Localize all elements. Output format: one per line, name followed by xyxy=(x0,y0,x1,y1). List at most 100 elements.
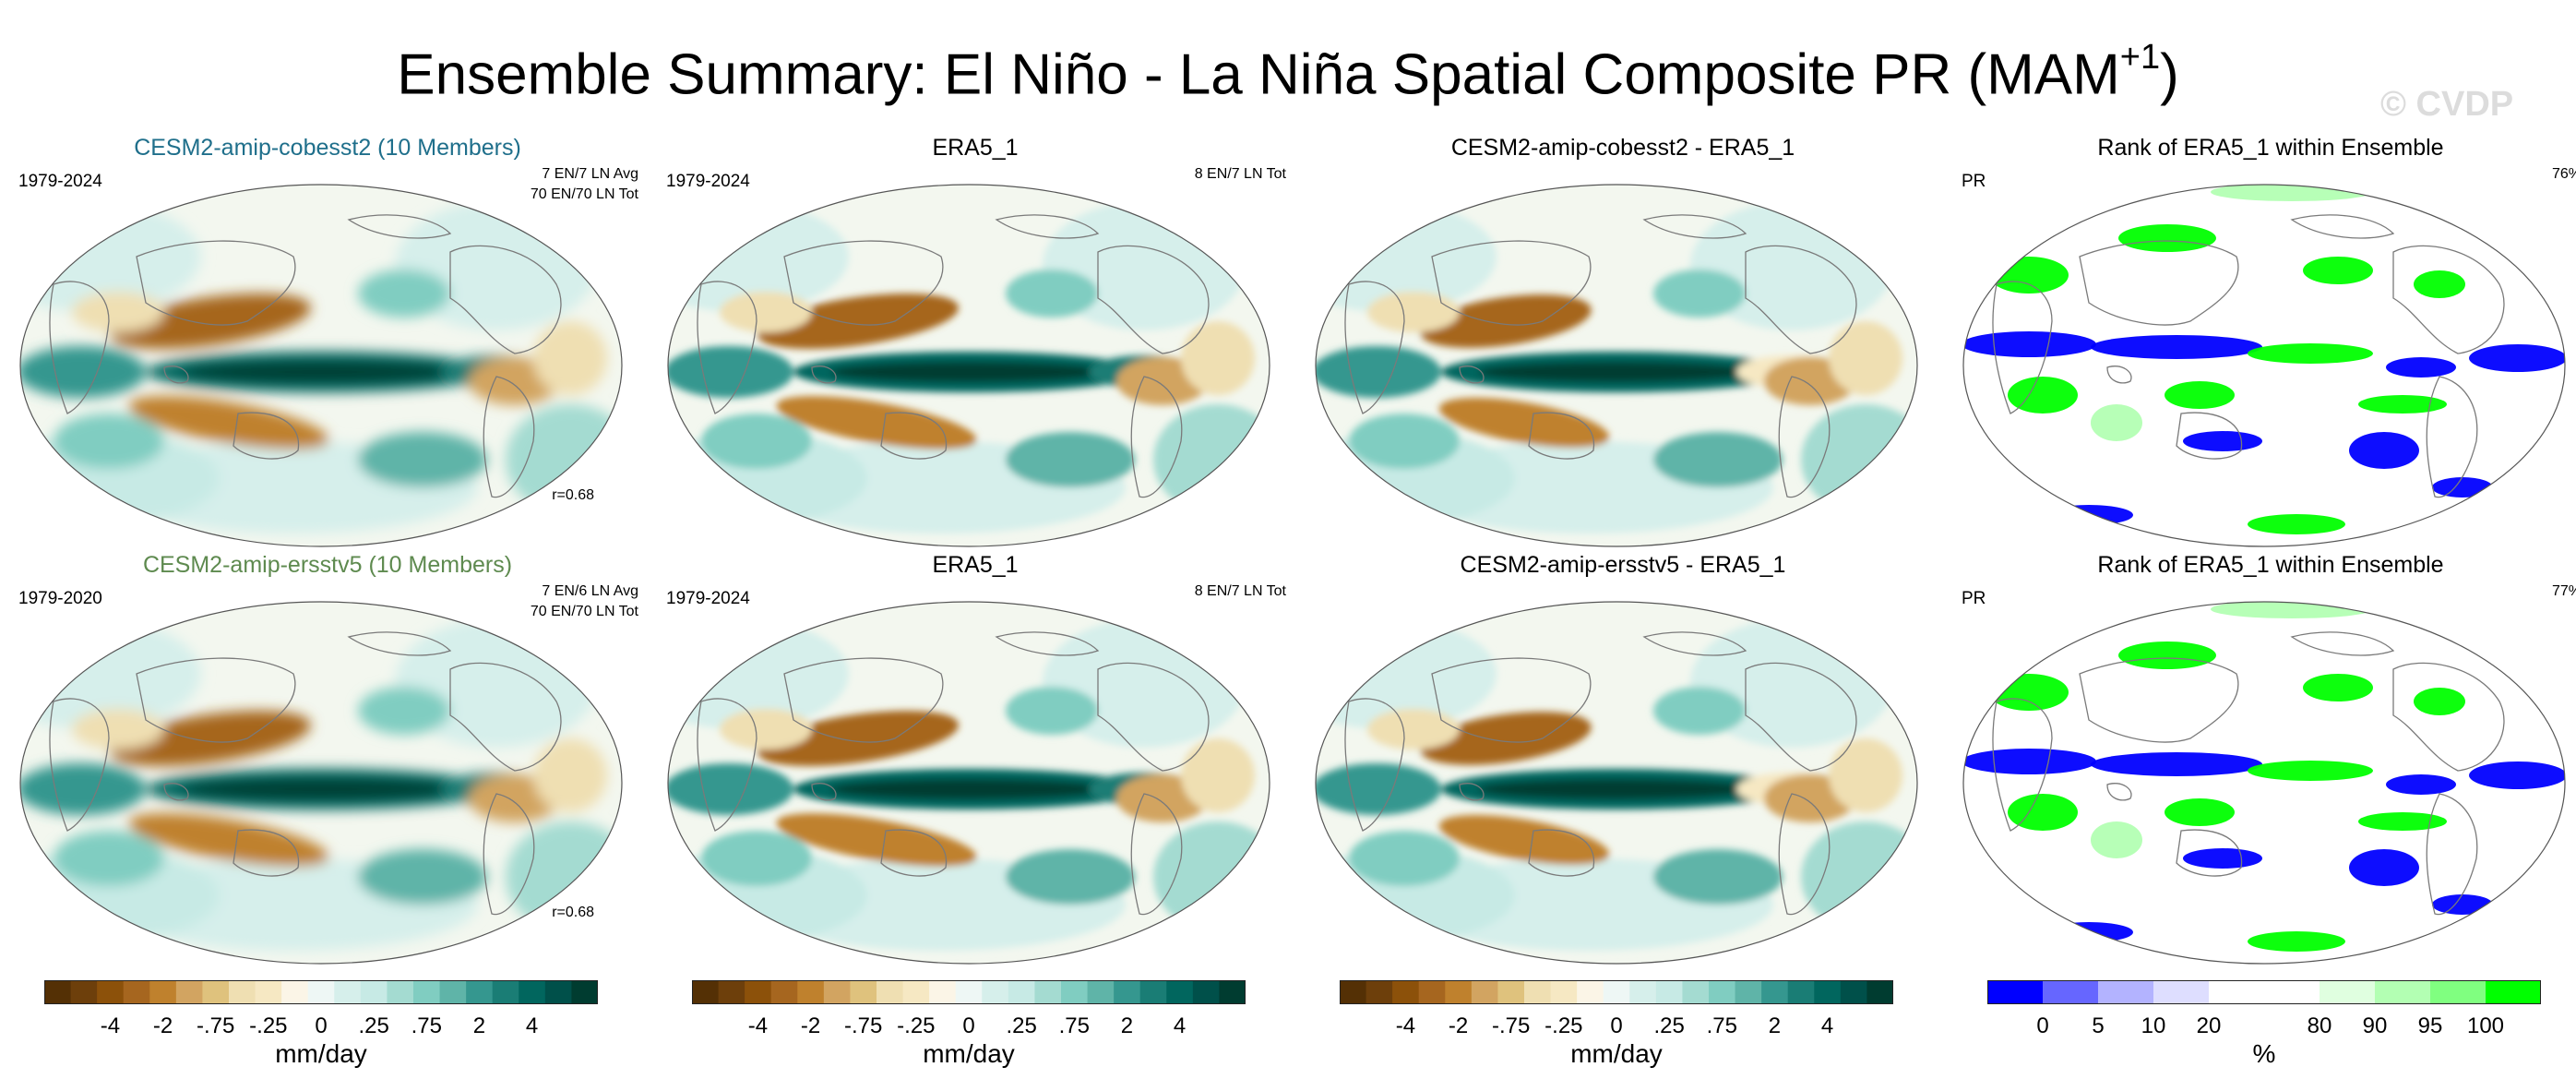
colorbar-tick-label: -2 xyxy=(1448,1013,1469,1038)
colorbar-tick-label: -2 xyxy=(152,1013,173,1038)
colorbar-swatch xyxy=(1366,981,1393,1003)
colorbar-swatch xyxy=(1471,981,1498,1003)
cvdp-watermark: © CVDP xyxy=(2380,85,2514,124)
colorbar-swatch xyxy=(2264,981,2320,1003)
colorbar-tick-label: 100 xyxy=(2466,1013,2505,1038)
colorbar-unit: mm/day xyxy=(923,1039,1015,1068)
panel-title: CESM2-amip-cobesst2 (10 Members) xyxy=(134,135,521,161)
colorbar-swatch xyxy=(307,981,335,1003)
colorbar-swatch xyxy=(1840,981,1867,1003)
colorbar-tick-label: 20 xyxy=(2196,1013,2222,1038)
colorbar-swatch xyxy=(334,981,362,1003)
panel-event-count: 7 EN/6 LN Avg 70 EN/70 LN Tot xyxy=(531,581,638,622)
colorbar-tick-label: 2 xyxy=(1120,1013,1134,1038)
colorbar-swatch xyxy=(1392,981,1420,1003)
colorbar-swatch xyxy=(1629,981,1657,1003)
colorbar-swatch xyxy=(929,981,957,1003)
panel-title: ERA5_1 xyxy=(932,552,1019,578)
panel-event-count-line: 70 EN/70 LN Tot xyxy=(530,604,638,619)
colorbar-tick-label: 0 xyxy=(2036,1013,2049,1038)
colorbar-swatch xyxy=(1008,981,1035,1003)
colorbar-swatches xyxy=(1340,980,1893,1004)
colorbar-swatch xyxy=(2209,981,2265,1003)
colorbar-swatch xyxy=(1192,981,1220,1003)
colorbar-unit: % xyxy=(2252,1039,2276,1068)
robinson-map xyxy=(667,184,1270,547)
colorbar-tick-label: .25 xyxy=(358,1013,389,1038)
colorbar-swatch xyxy=(1787,981,1815,1003)
panel-period-label: PR xyxy=(1962,172,1986,191)
colorbar-swatch xyxy=(1497,981,1525,1003)
colorbar-swatch xyxy=(1340,981,1367,1003)
colorbar-tick-label: 80 xyxy=(2307,1013,2332,1038)
panel-title: ERA5_1 xyxy=(932,135,1019,161)
map-panel-obs: ERA5_1 1979-2024 8 EN/7 LN Tot xyxy=(657,552,1294,965)
colorbar-swatch xyxy=(229,981,256,1003)
colorbar-tick-label: 2 xyxy=(1768,1013,1782,1038)
panel-period-label: PR xyxy=(1962,589,1986,608)
colorbar-swatch xyxy=(955,981,983,1003)
figure-title: Ensemble Summary: El Niño - La Niña Spat… xyxy=(397,38,2179,107)
colorbar-tick-label: -4 xyxy=(747,1013,769,1038)
colorbar-swatch xyxy=(544,981,572,1003)
colorbar-tick-label: -4 xyxy=(1395,1013,1416,1038)
colorbar: -4 -2 -.75 -.25 0 .25 .75 2 4 mm/day xyxy=(44,980,598,1091)
robinson-map xyxy=(667,601,1270,965)
map-panel-rank: Rank of ERA5_1 within Ensemble PR 77% xyxy=(1952,552,2576,965)
panel-event-count: 7 EN/7 LN Avg 70 EN/70 LN Tot xyxy=(531,164,638,205)
panel-title: Rank of ERA5_1 within Ensemble xyxy=(2097,552,2444,578)
colorbar-swatch xyxy=(97,981,125,1003)
panel-title: CESM2-amip-ersstv5 (10 Members) xyxy=(142,552,513,578)
colorbar-tick-label: 95 xyxy=(2417,1013,2443,1038)
robinson-map xyxy=(19,601,623,965)
colorbar-swatch xyxy=(1524,981,1552,1003)
colorbar-swatch xyxy=(413,981,441,1003)
colorbar-tick-label: .75 xyxy=(1706,1013,1737,1038)
colorbar-swatch xyxy=(1866,981,1893,1003)
colorbar-swatch xyxy=(571,981,598,1003)
colorbar-tick-label: .75 xyxy=(1058,1013,1090,1038)
colorbar-tick-label: -2 xyxy=(800,1013,821,1038)
colorbar-swatch xyxy=(1087,981,1115,1003)
panel-period-label: 1979-2024 xyxy=(666,589,750,608)
colorbar-swatch xyxy=(2043,981,2099,1003)
colorbar-tick-label: 10 xyxy=(2141,1013,2166,1038)
panel-event-count-line: 7 EN/7 LN Avg xyxy=(542,166,638,182)
colorbar-swatch xyxy=(982,981,1009,1003)
colorbar-swatch xyxy=(2375,981,2431,1003)
colorbar: -4 -2 -.75 -.25 0 .25 .75 2 4 mm/day xyxy=(1340,980,1893,1091)
panel-event-count-line: 77% xyxy=(2551,583,2576,599)
colorbar-swatch xyxy=(1987,981,2044,1003)
colorbar-tick-label: 0 xyxy=(962,1013,975,1038)
colorbar-tick-label: -.75 xyxy=(844,1013,883,1038)
colorbar-tick-label: -.25 xyxy=(249,1013,288,1038)
colorbar-swatch xyxy=(2430,981,2487,1003)
colorbar-tick-label: 5 xyxy=(2092,1013,2105,1038)
colorbar-swatch xyxy=(1061,981,1089,1003)
map-panel-ens: CESM2-amip-cobesst2 (10 Members) 1979-202… xyxy=(9,135,646,547)
colorbar-swatch xyxy=(1577,981,1604,1003)
map-panel-ens: CESM2-amip-ersstv5 (10 Members) 1979-2020… xyxy=(9,552,646,965)
colorbar-swatch xyxy=(2098,981,2154,1003)
colorbar-tick-label: -.75 xyxy=(197,1013,235,1038)
colorbar-swatch xyxy=(1166,981,1194,1003)
panel-title: CESM2-amip-cobesst2 - ERA5_1 xyxy=(1450,135,1795,161)
colorbar-swatch xyxy=(902,981,930,1003)
map-panel-obs: ERA5_1 1979-2024 8 EN/7 LN Tot xyxy=(657,135,1294,547)
colorbar-swatch xyxy=(175,981,203,1003)
map-panel-diff: CESM2-amip-ersstv5 - ERA5_1 xyxy=(1305,552,1941,965)
panel-period-label: 1979-2020 xyxy=(18,589,102,608)
pattern-correlation: r=0.68 xyxy=(552,487,594,503)
colorbar-unit: mm/day xyxy=(1570,1039,1663,1068)
colorbar-swatch xyxy=(1550,981,1578,1003)
colorbar-swatch xyxy=(466,981,494,1003)
panel-title: Rank of ERA5_1 within Ensemble xyxy=(2097,135,2444,161)
map-panel-diff: CESM2-amip-cobesst2 - ERA5_1 xyxy=(1305,135,1941,547)
colorbar-ticks: 0 5 10 20 80 90 95 100 xyxy=(1987,1013,2541,1041)
colorbar-swatch xyxy=(718,981,745,1003)
colorbar-tick-label: .25 xyxy=(1653,1013,1685,1038)
colorbar-swatch xyxy=(149,981,177,1003)
colorbar-swatch xyxy=(70,981,98,1003)
colorbar-swatch xyxy=(1219,981,1246,1003)
colorbar-ticks: -4 -2 -.75 -.25 0 .25 .75 2 4 xyxy=(44,1013,598,1041)
